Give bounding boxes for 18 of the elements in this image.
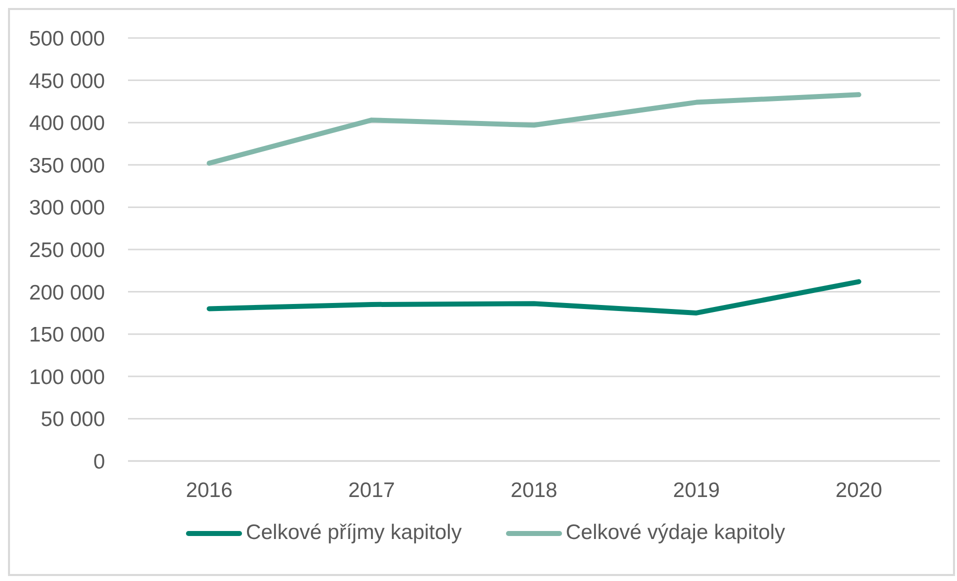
y-tick-label: 300 000: [29, 196, 105, 220]
legend-label: Celkové výdaje kapitoly: [566, 521, 786, 545]
y-tick-label: 0: [93, 450, 105, 474]
x-tick-label: 2016: [186, 478, 233, 502]
y-tick-label: 500 000: [29, 27, 105, 50]
x-tick-label: 2017: [348, 478, 395, 502]
y-tick-label: 400 000: [29, 112, 105, 136]
y-tick-label: 200 000: [29, 281, 105, 304]
y-tick-label: 250 000: [29, 238, 105, 262]
y-tick-label: 50 000: [40, 408, 105, 432]
x-tick-label: 2020: [835, 478, 882, 502]
y-tick-label: 100 000: [29, 366, 105, 389]
legend-label: Celkové příjmy kapitoly: [246, 521, 462, 545]
y-tick-label: 150 000: [29, 324, 105, 347]
x-tick-label: 2019: [673, 478, 720, 502]
y-tick-label: 350 000: [29, 154, 105, 178]
x-tick-label: 2018: [510, 478, 558, 502]
y-tick-label: 450 000: [29, 70, 105, 93]
